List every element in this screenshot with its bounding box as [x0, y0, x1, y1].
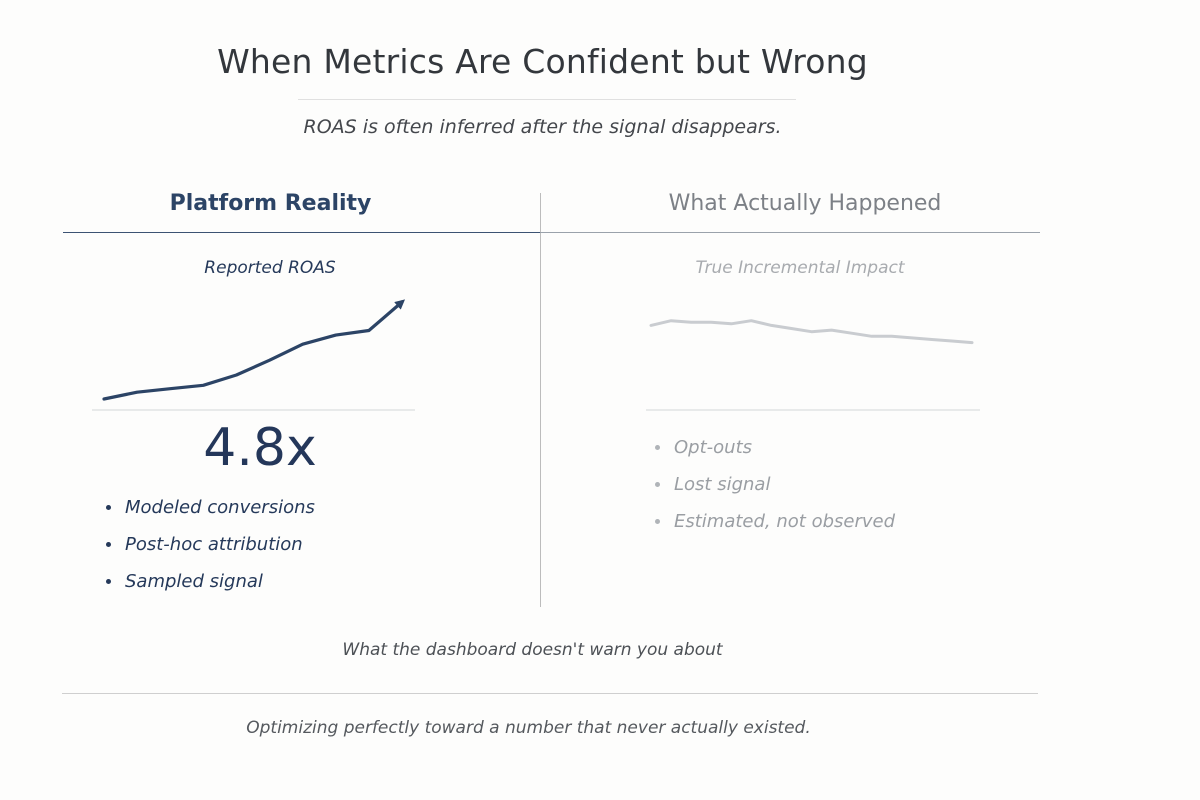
bullet-dot-icon	[655, 482, 660, 487]
closing-statement: Optimizing perfectly toward a number tha…	[246, 718, 811, 738]
bullet-dot-icon	[655, 519, 660, 524]
title-divider	[298, 99, 796, 100]
right-bullet-list: Opt-outs Lost signal Estimated, not obse…	[655, 436, 955, 547]
left-bullet-item: Sampled signal	[106, 570, 406, 607]
left-bullet-item: Modeled conversions	[106, 496, 406, 533]
reported-roas-value: 4.8x	[203, 418, 317, 478]
footer-divider	[62, 693, 1038, 694]
right-column-heading: What Actually Happened	[668, 191, 942, 216]
true-impact-label: True Incremental Impact	[695, 258, 905, 278]
bullet-dot-icon	[106, 542, 111, 547]
bullet-dot-icon	[106, 579, 111, 584]
bullet-dot-icon	[106, 505, 111, 510]
reported-roas-label: Reported ROAS	[204, 258, 336, 278]
left-heading-rule	[63, 232, 540, 233]
left-bullet-item: Post-hoc attribution	[106, 533, 406, 570]
column-divider	[540, 193, 541, 607]
left-column-heading: Platform Reality	[169, 191, 372, 216]
true-impact-line	[649, 319, 974, 345]
footer-note: What the dashboard doesn't warn you abou…	[342, 640, 723, 660]
page-subtitle: ROAS is often inferred after the signal …	[303, 116, 782, 138]
reported-roas-line	[102, 299, 406, 401]
right-bullet-item: Lost signal	[655, 473, 955, 510]
bullet-dot-icon	[655, 445, 660, 450]
left-bullet-list: Modeled conversions Post-hoc attribution…	[106, 496, 406, 607]
right-bullet-item: Opt-outs	[655, 436, 955, 473]
right-bullet-item: Estimated, not observed	[655, 510, 955, 547]
page-title: When Metrics Are Confident but Wrong	[217, 42, 868, 81]
right-heading-rule	[540, 232, 1040, 233]
